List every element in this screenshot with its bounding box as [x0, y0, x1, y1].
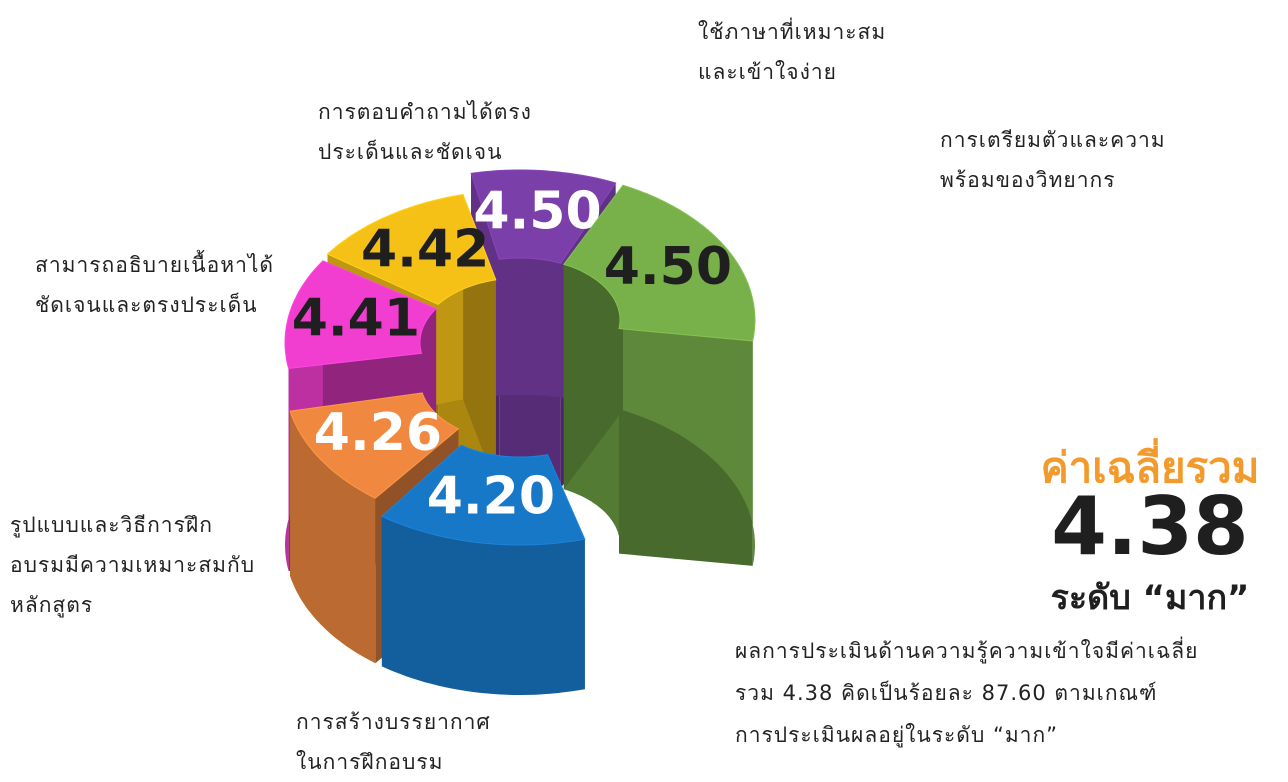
value-label: 4.26 [314, 403, 442, 463]
segment-top [562, 184, 756, 342]
segment-outer-wall [381, 516, 585, 695]
category-label: การสร้างบรรยากาศ ในการฝึกอบรม [296, 710, 491, 774]
value-label: 4.50 [473, 182, 601, 242]
segment-outer-wall [290, 411, 376, 664]
category-label: การเตรียมตัวและความ พร้อมของวิทยากร [940, 128, 1166, 192]
category-label: สามารถอธิบายเนื้อหาได้ ชัดเจนและตรงประเด… [35, 253, 275, 317]
segment-top [470, 169, 617, 264]
category-label: ใช้ภาษาที่เหมาะสม และเข้าใจง่าย [698, 20, 887, 84]
segment-top [380, 444, 586, 546]
value-label: 4.42 [361, 220, 489, 280]
summary-title: ค่าเฉลี่ยรวม [1040, 443, 1260, 492]
summary-level: ระดับ “มาก” [1050, 578, 1250, 618]
summary-description: ผลการประเมินด้านความรู้ความเข้าใจมีค่าเฉ… [735, 639, 1199, 747]
value-label: 4.20 [427, 466, 555, 526]
value-label: 4.41 [292, 288, 420, 348]
category-label: รูปแบบและวิธีการฝึก อบรมมีความเหมาะสมกับ… [10, 513, 256, 617]
summary-value: 4.38 [1051, 480, 1249, 573]
category-label: การตอบคำถามได้ตรง ประเด็นและชัดเจน [318, 100, 532, 164]
segment-top [284, 260, 437, 370]
segment-top [326, 193, 497, 305]
value-label: 4.50 [604, 237, 732, 297]
segment-top [289, 392, 460, 499]
